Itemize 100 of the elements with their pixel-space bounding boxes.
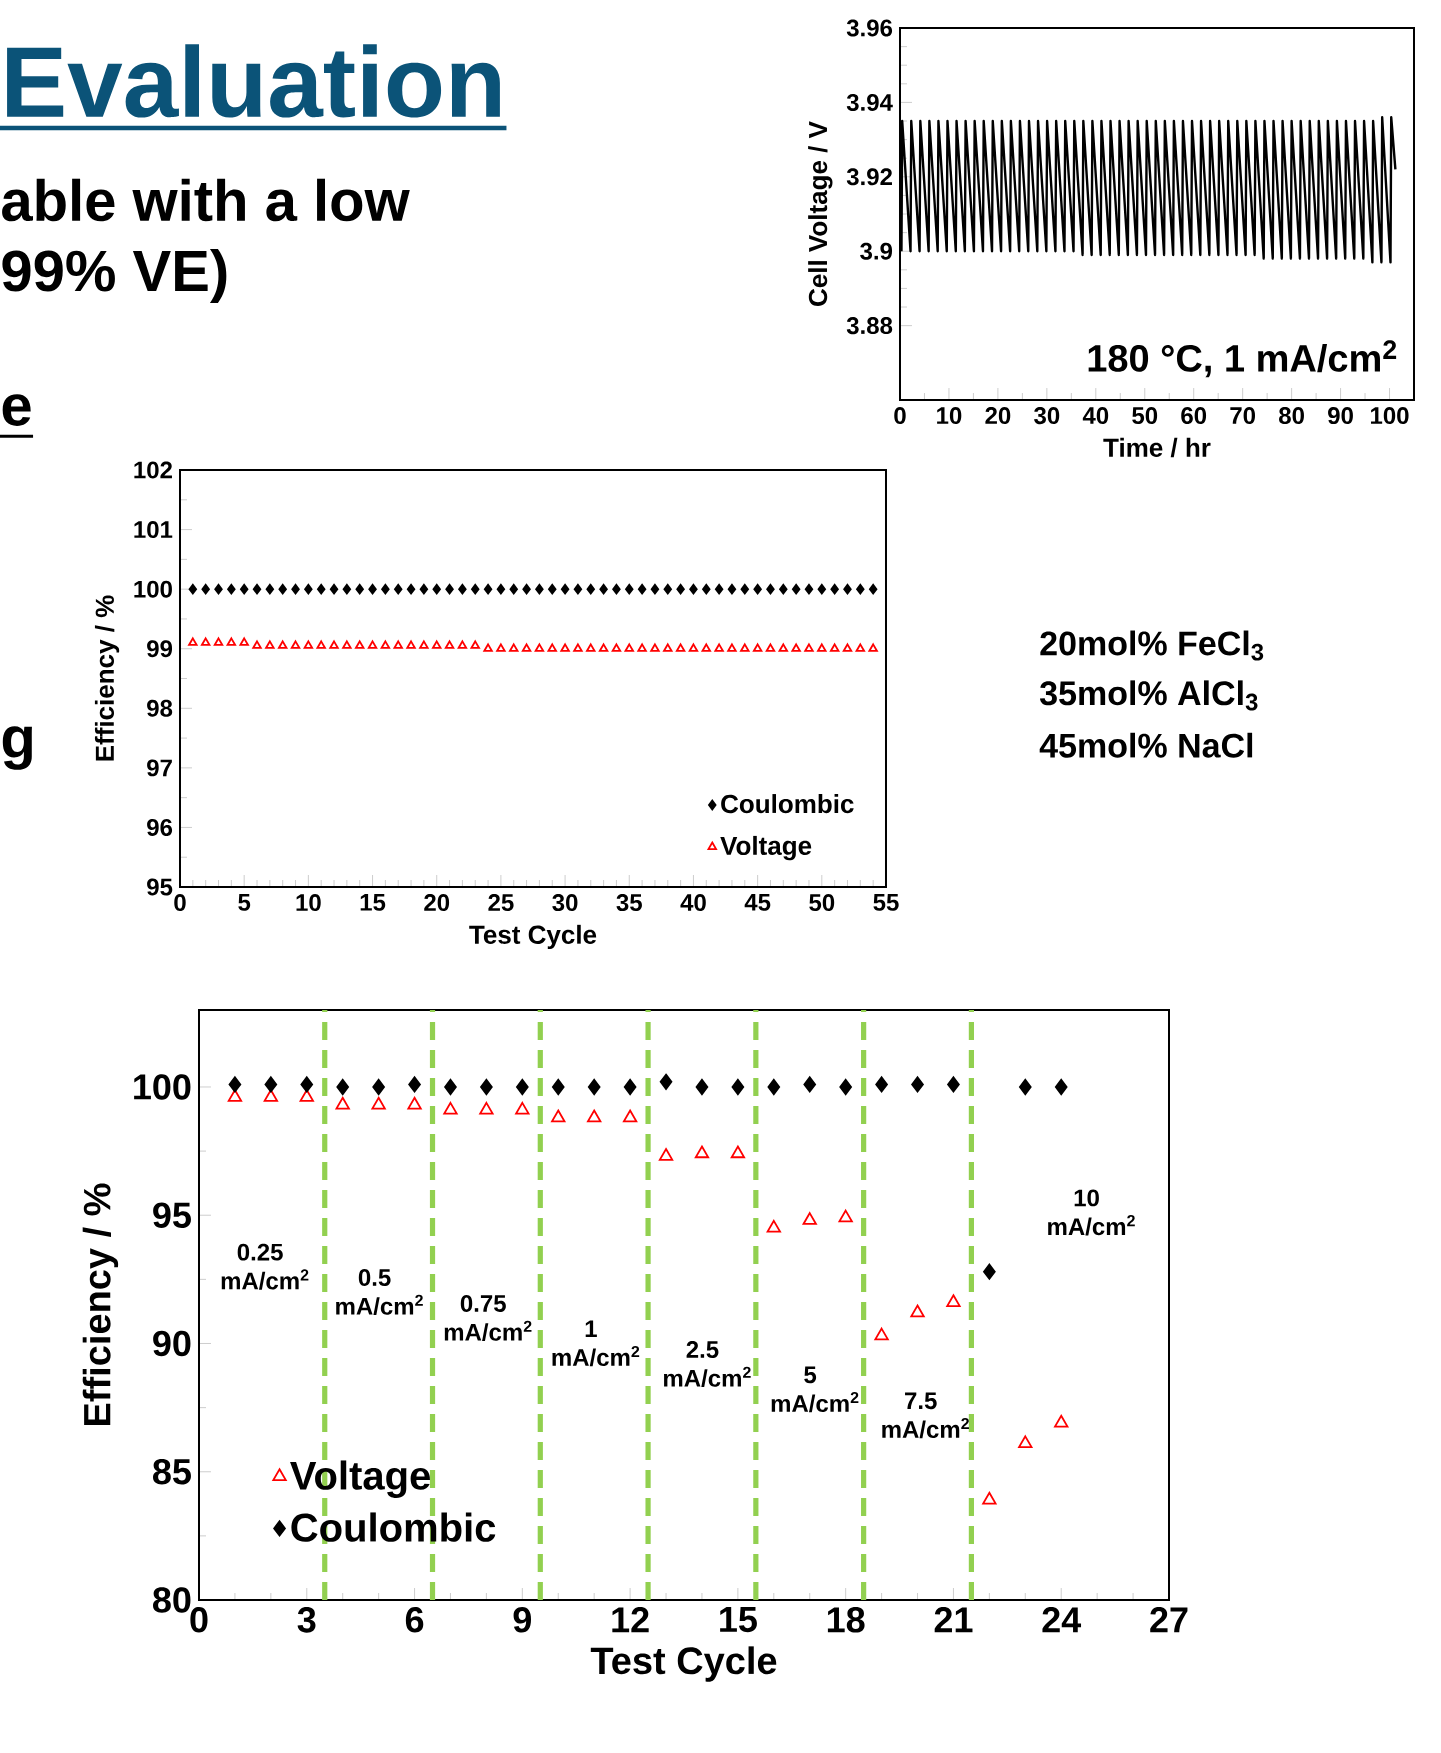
x-tick-label: 20	[985, 407, 1011, 425]
point	[731, 1078, 745, 1096]
point	[730, 1145, 746, 1159]
point	[874, 1327, 889, 1341]
annotation: 2.5 mA/cm$^{2}$	[663, 1341, 751, 1388]
annotation: 5 mA/cm$^{2}$	[771, 1366, 859, 1413]
y-tick-label: 95	[153, 1202, 191, 1228]
text: 35mol% AlCl$_{3}$	[1039, 680, 1258, 711]
x-tick-label: 30	[552, 894, 578, 912]
y-tick-label: 3.88	[846, 317, 893, 335]
point	[443, 1101, 458, 1115]
point	[838, 1209, 853, 1223]
x-tick-label: 100	[1371, 407, 1409, 425]
point	[983, 1263, 996, 1280]
x-tick-label: 25	[488, 894, 514, 912]
text: Evaluation	[7, 44, 500, 118]
x-tick-label: 10	[296, 894, 321, 912]
point	[516, 1078, 529, 1096]
point	[623, 1078, 637, 1096]
point	[622, 1109, 638, 1123]
y-tick-label: 90	[153, 1330, 191, 1357]
x-tick-label: 55	[873, 894, 899, 911]
point	[1018, 1078, 1032, 1096]
point	[766, 1219, 781, 1233]
x-tick-label: 9	[513, 1607, 532, 1633]
x-tick-label: 90	[1328, 407, 1353, 425]
x-tick-label: 70	[1230, 407, 1256, 425]
point	[875, 1076, 888, 1093]
legend-label: Coulombic	[721, 794, 854, 814]
point	[1054, 1078, 1068, 1096]
x-tick-label: 0	[174, 894, 186, 912]
point	[335, 1096, 350, 1110]
annotation: 1 mA/cm$^{2}$	[552, 1320, 640, 1367]
y-tick-label: 101	[134, 521, 173, 539]
annotation: 0.25 mA/cm$^{2}$	[221, 1243, 309, 1290]
x-tick-label: 35	[616, 894, 642, 912]
point	[803, 1076, 817, 1093]
y-axis-title: Efficiency / %	[94, 595, 120, 761]
point	[264, 1076, 278, 1093]
x-tick-label: 50	[809, 894, 835, 912]
point	[372, 1078, 385, 1096]
x-tick-label: 18	[827, 1607, 865, 1633]
point	[371, 1096, 386, 1110]
point	[551, 1109, 566, 1123]
point	[911, 1076, 924, 1093]
point	[263, 1089, 278, 1102]
x-axis-title: Time / hr	[1103, 437, 1211, 458]
point	[1018, 1435, 1033, 1449]
point	[479, 1101, 494, 1115]
point	[802, 1212, 817, 1225]
x-tick-label: 10	[937, 407, 962, 425]
x-tick-label: 6	[405, 1607, 424, 1633]
point	[946, 1294, 961, 1307]
x-axis-title: Test Cycle	[469, 924, 597, 950]
y-tick-label: 3.94	[846, 93, 893, 111]
x-tick-label: 60	[1181, 407, 1207, 425]
point	[300, 1076, 314, 1093]
point	[1054, 1414, 1069, 1428]
legend-label: Voltage	[290, 1460, 430, 1498]
text: g	[2, 726, 32, 770]
x-tick-label: 3	[297, 1607, 316, 1633]
point	[408, 1076, 421, 1093]
text: able with a low	[2, 178, 410, 222]
y-tick-label: 3.92	[846, 168, 892, 186]
x-tick-label: 0	[894, 407, 906, 425]
y-tick-label: 3.96	[846, 19, 893, 37]
x-tick-label: 40	[680, 894, 706, 912]
annotation: 0.75 mA/cm$^{2}$	[444, 1294, 532, 1342]
point	[947, 1076, 960, 1093]
legend-label: Voltage	[720, 835, 812, 861]
point	[659, 1073, 673, 1090]
x-tick-label: 21	[934, 1607, 973, 1633]
y-tick-label: 98	[147, 699, 173, 717]
x-tick-label: 50	[1132, 407, 1158, 425]
y-tick-label: 100	[134, 1074, 191, 1100]
x-tick-label: 27	[1150, 1607, 1188, 1633]
x-tick-label: 20	[424, 894, 450, 912]
y-axis-title: Efficiency / %	[82, 1183, 119, 1425]
point	[336, 1078, 349, 1096]
point	[480, 1078, 493, 1096]
annotation: 0.5 mA/cm$^{2}$	[336, 1269, 423, 1316]
y-tick-label: 102	[134, 461, 172, 479]
y-tick-label: 100	[134, 580, 172, 598]
annotation: 7.5 mA/cm$^{2}$	[882, 1392, 969, 1439]
point	[658, 1148, 674, 1161]
y-tick-label: 97	[147, 759, 172, 777]
point	[407, 1096, 422, 1110]
x-tick-label: 12	[612, 1607, 649, 1633]
legend-label: Coulombic	[291, 1512, 496, 1542]
y-tick-label: 96	[147, 818, 173, 836]
y-axis-title: Cell Voltage / V	[808, 121, 833, 306]
point	[227, 1089, 243, 1102]
x-tick-label: 24	[1042, 1607, 1082, 1633]
point	[982, 1491, 997, 1505]
point	[695, 1078, 709, 1096]
x-tick-label: 45	[744, 894, 771, 911]
x-tick-label: 80	[1279, 407, 1304, 425]
text: 45mol% NaCl	[1039, 732, 1253, 758]
point	[444, 1078, 457, 1096]
point	[551, 1078, 565, 1096]
